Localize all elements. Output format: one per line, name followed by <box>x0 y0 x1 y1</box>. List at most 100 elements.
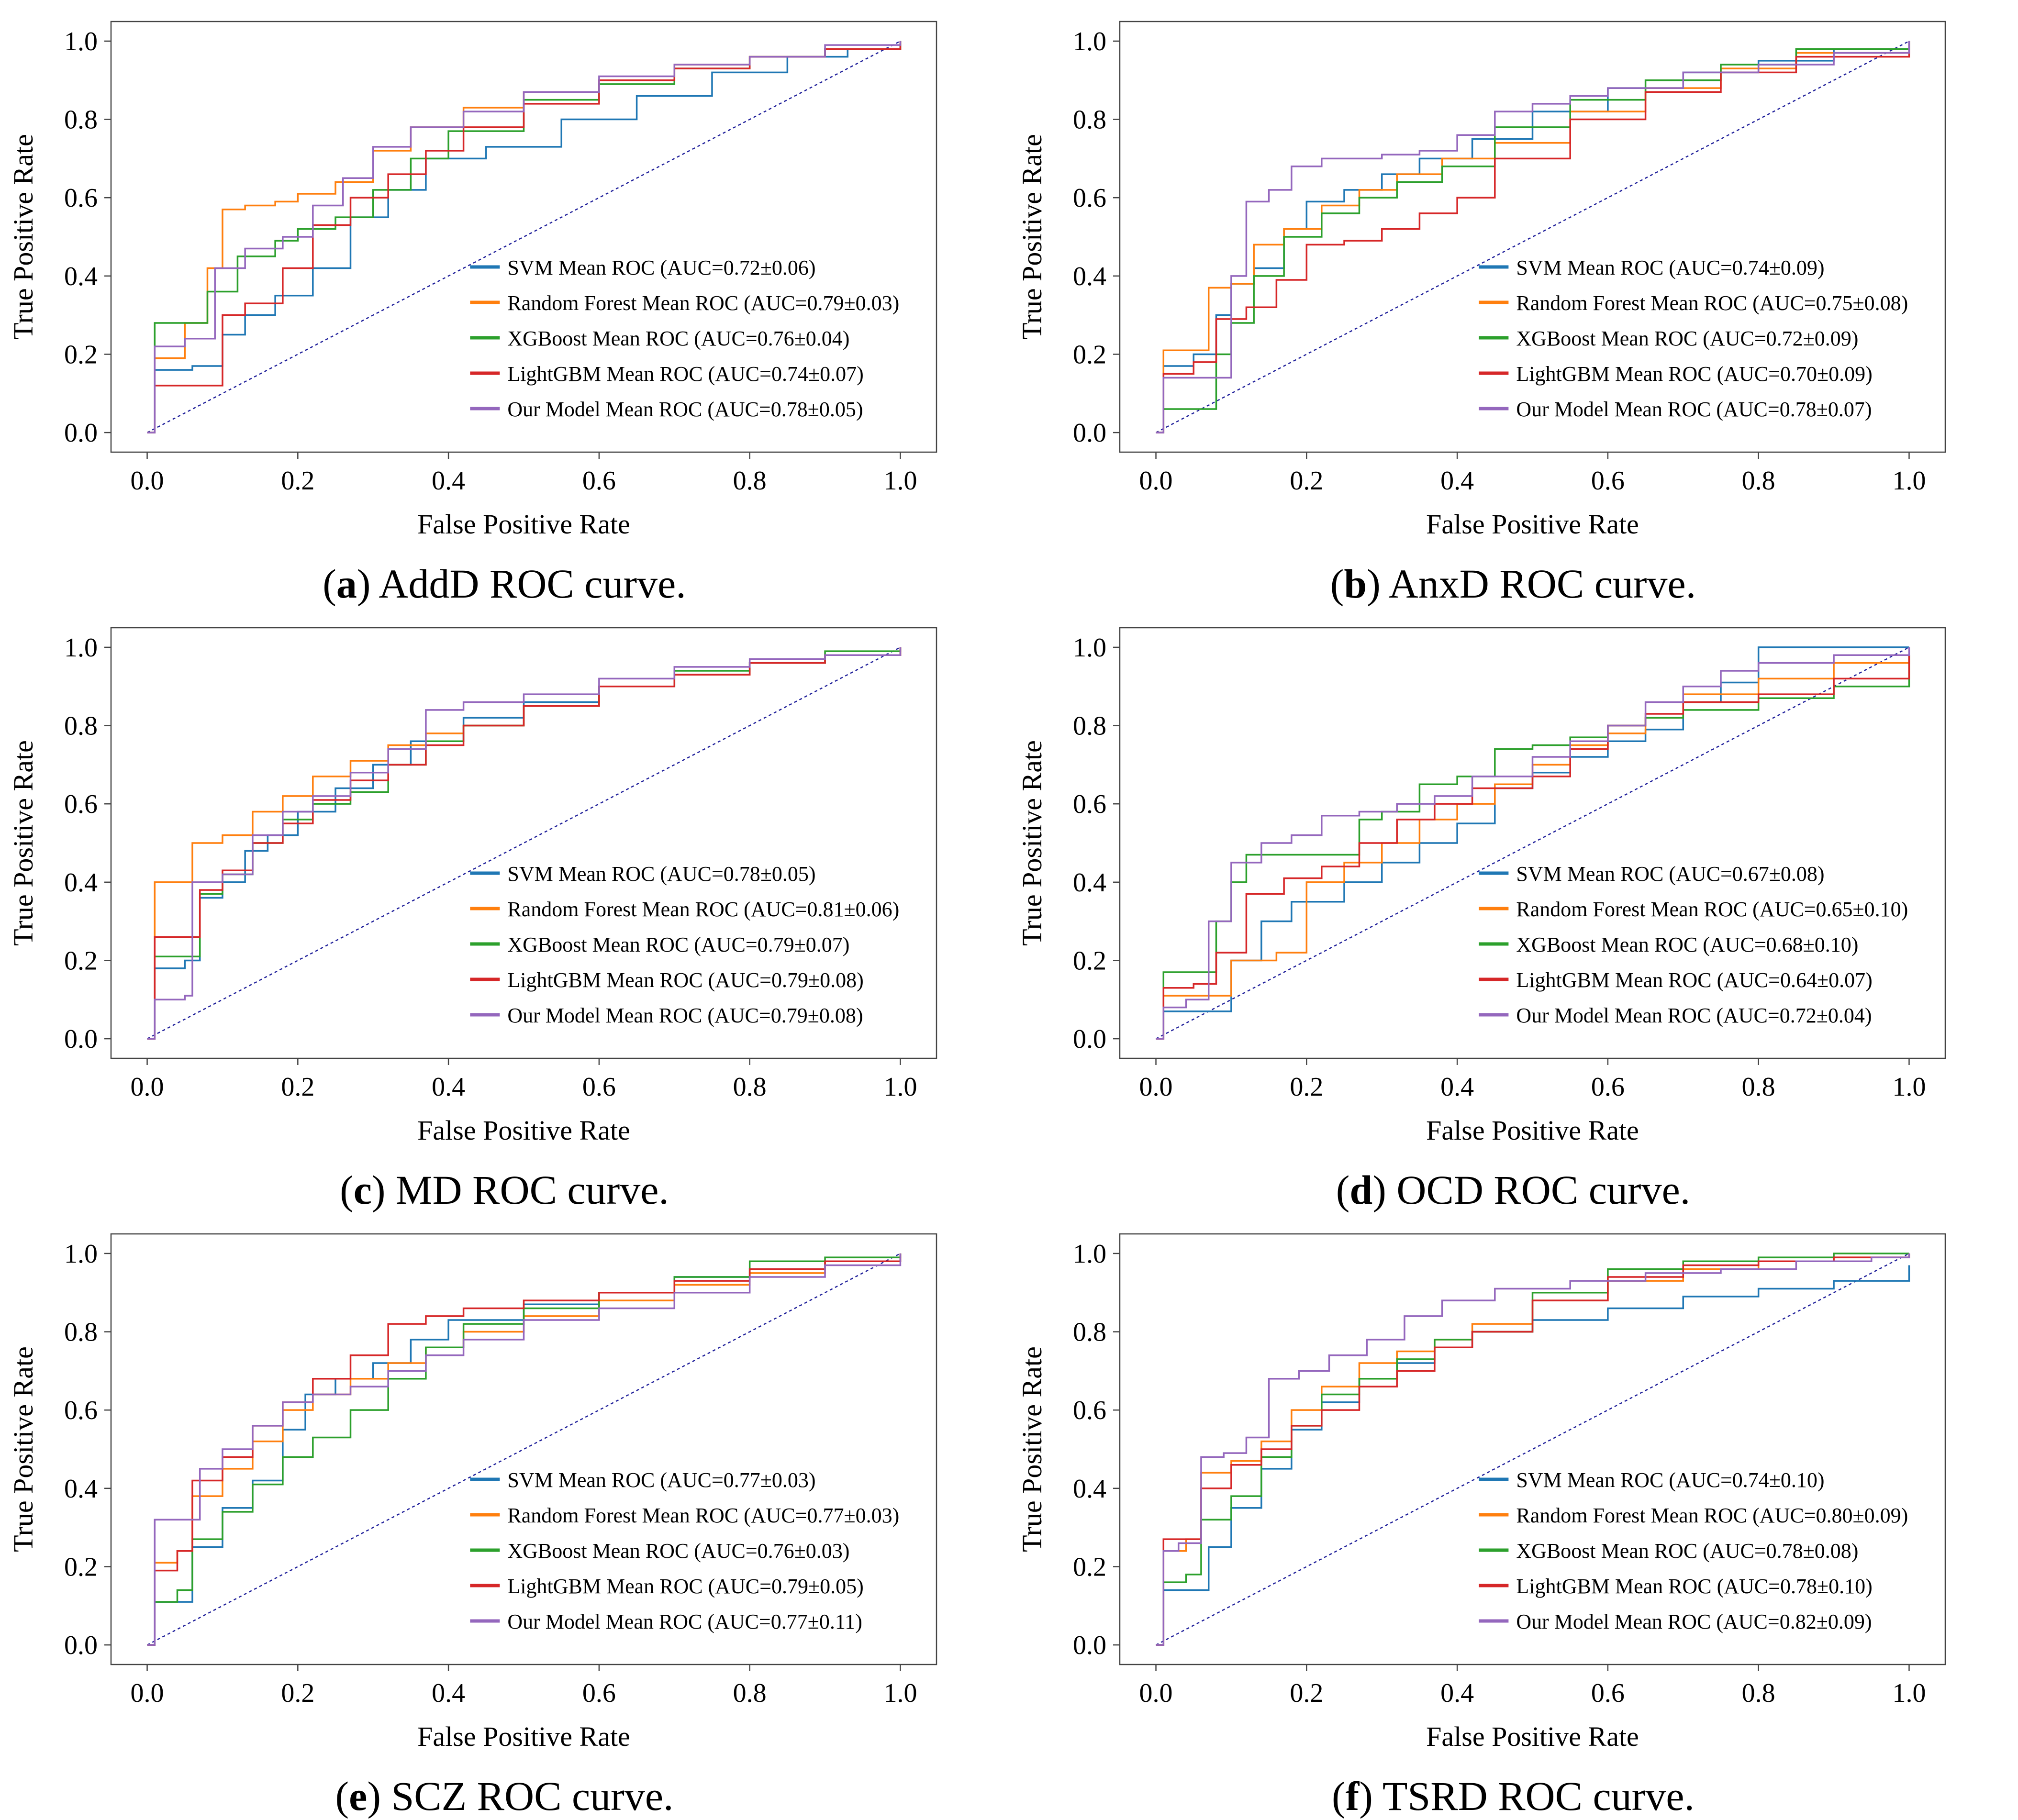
y-tick-label: 0.4 <box>64 262 98 291</box>
x-tick-label: 1.0 <box>883 466 917 496</box>
y-tick-label: 0.0 <box>64 1631 98 1660</box>
x-tick-label: 0.4 <box>432 1678 465 1708</box>
y-tick-label: 1.0 <box>64 633 98 663</box>
legend-label: XGBoost Mean ROC (AUC=0.76±0.04) <box>507 327 849 350</box>
caption-d: (d) OCD ROC curve. <box>1336 1167 1691 1213</box>
legend-label: Random Forest Mean ROC (AUC=0.80±0.09) <box>1516 1504 1908 1527</box>
x-tick-label: 0.0 <box>1139 466 1173 496</box>
series-line-lightgbm <box>147 1253 902 1646</box>
y-axis-label: True Positive Rate <box>8 740 39 946</box>
legend-label: XGBoost Mean ROC (AUC=0.76±0.03) <box>507 1539 849 1563</box>
series-line-our-model <box>1156 1253 1910 1646</box>
panel-b: 0.0 0.2 0.4 0.6 0.8 1.0 0.0 0.2 0.4 0.6 0.8 1.0 Fals… <box>1009 0 2018 607</box>
x-tick-label: 0.2 <box>1290 1072 1323 1102</box>
x-axis-label: False Positive Rate <box>1426 1115 1639 1146</box>
y-tick-label: 0.6 <box>1073 183 1106 213</box>
y-tick-label: 0.0 <box>64 1024 98 1054</box>
x-axis-label: False Positive Rate <box>1426 1721 1639 1752</box>
legend-label: SVM Mean ROC (AUC=0.72±0.06) <box>507 256 815 279</box>
plot-frame <box>110 627 937 1059</box>
x-tick-label: 0.6 <box>1591 1072 1625 1102</box>
plot-frame <box>110 21 937 453</box>
series-line-our-model <box>147 41 902 433</box>
series-line-our-model <box>1156 647 1910 1040</box>
plot-frame <box>1119 21 1946 453</box>
legend-label: XGBoost Mean ROC (AUC=0.68±0.10) <box>1516 933 1858 956</box>
caption-a: (a) AddD ROC curve. <box>323 561 686 607</box>
y-tick-label: 0.4 <box>64 1474 98 1504</box>
panel-f: 0.0 0.2 0.4 0.6 0.8 1.0 0.0 0.2 0.4 0.6 0.8 1.0 Fals… <box>1009 1212 2018 1819</box>
x-tick-label: 0.2 <box>1290 1678 1323 1708</box>
caption-e: (e) SCZ ROC curve. <box>335 1773 674 1819</box>
x-tick-label: 0.4 <box>432 466 465 496</box>
y-tick-label: 0.2 <box>1073 946 1106 976</box>
legend-label: Our Model Mean ROC (AUC=0.72±0.04) <box>1516 1004 1872 1027</box>
x-axis-label: False Positive Rate <box>417 509 630 540</box>
y-tick-label: 0.2 <box>1073 1552 1106 1582</box>
x-tick-label: 0.8 <box>1742 1072 1775 1102</box>
chart-b: 0.0 0.2 0.4 0.6 0.8 1.0 0.0 0.2 0.4 0.6 0.8 1.0 Fals… <box>1016 21 1946 540</box>
chance-line <box>1155 1253 1910 1646</box>
x-axis-label: False Positive Rate <box>417 1721 630 1752</box>
legend-label: LightGBM Mean ROC (AUC=0.78±0.10) <box>1516 1575 1872 1598</box>
panel-e: 0.0 0.2 0.4 0.6 0.8 1.0 0.0 0.2 0.4 0.6 0.8 1.0 Fals… <box>0 1212 1009 1819</box>
y-tick-label: 0.2 <box>64 946 98 976</box>
y-tick-label: 0.6 <box>1073 789 1106 819</box>
chart-a: 0.0 0.2 0.4 0.6 0.8 1.0 0.0 0.2 0.4 0.6 0.8 1.0 Fals… <box>8 21 937 540</box>
chance-line <box>1155 40 1910 433</box>
y-tick-label: 0.2 <box>64 340 98 369</box>
y-axis-label: True Positive Rate <box>1016 1346 1048 1552</box>
x-tick-label: 0.6 <box>1591 466 1625 496</box>
plot-frame <box>1119 1233 1946 1665</box>
y-axis-label: True Positive Rate <box>1016 740 1048 946</box>
legend-label: LightGBM Mean ROC (AUC=0.74±0.07) <box>507 362 863 386</box>
y-axis-label: True Positive Rate <box>8 134 39 340</box>
legend-label: Random Forest Mean ROC (AUC=0.79±0.03) <box>507 291 899 315</box>
y-tick-label: 0.0 <box>1073 418 1106 448</box>
x-tick-label: 0.4 <box>1440 1678 1474 1708</box>
x-axis-label: False Positive Rate <box>417 1115 630 1146</box>
y-tick-label: 1.0 <box>64 1239 98 1269</box>
series-line-our-model <box>147 1253 902 1646</box>
y-tick-label: 1.0 <box>1073 633 1106 663</box>
series-line-xgboost <box>147 1253 902 1646</box>
x-tick-label: 0.8 <box>1742 466 1775 496</box>
legend-label: SVM Mean ROC (AUC=0.74±0.10) <box>1516 1468 1824 1492</box>
x-tick-label: 0.4 <box>432 1072 465 1102</box>
y-tick-label: 0.4 <box>1073 262 1106 291</box>
chart-e: 0.0 0.2 0.4 0.6 0.8 1.0 0.0 0.2 0.4 0.6 0.8 1.0 Fals… <box>8 1233 937 1752</box>
x-tick-label: 0.0 <box>131 466 164 496</box>
y-tick-label: 0.4 <box>64 868 98 898</box>
y-tick-label: 1.0 <box>64 27 98 56</box>
x-tick-label: 1.0 <box>1892 1678 1926 1708</box>
series-line-lightgbm <box>1156 41 1910 433</box>
x-tick-label: 0.2 <box>281 1072 314 1102</box>
legend-label: Random Forest Mean ROC (AUC=0.65±0.10) <box>1516 898 1908 921</box>
x-tick-label: 0.2 <box>281 466 314 496</box>
series-line-our-model <box>147 647 902 1040</box>
x-tick-label: 0.6 <box>582 1072 616 1102</box>
x-tick-label: 0.4 <box>1440 1072 1474 1102</box>
series-line-random-forest <box>1156 41 1910 433</box>
legend-label: Random Forest Mean ROC (AUC=0.75±0.08) <box>1516 291 1908 315</box>
x-tick-label: 0.0 <box>1139 1072 1173 1102</box>
legend-label: Our Model Mean ROC (AUC=0.77±0.11) <box>507 1610 862 1633</box>
y-tick-label: 1.0 <box>1073 1239 1106 1269</box>
series-line-lightgbm <box>147 41 902 433</box>
x-tick-label: 0.0 <box>1139 1678 1173 1708</box>
x-tick-label: 0.2 <box>281 1678 314 1708</box>
legend-label: SVM Mean ROC (AUC=0.78±0.05) <box>507 862 815 886</box>
legend-label: LightGBM Mean ROC (AUC=0.64±0.07) <box>1516 968 1872 992</box>
legend-label: SVM Mean ROC (AUC=0.67±0.08) <box>1516 862 1824 886</box>
x-tick-label: 0.8 <box>1742 1678 1775 1708</box>
y-tick-label: 0.8 <box>1073 1318 1106 1347</box>
y-tick-label: 0.8 <box>64 711 98 741</box>
series-line-xgboost <box>1156 41 1910 433</box>
y-tick-label: 0.4 <box>1073 1474 1106 1504</box>
chance-line <box>1155 646 1910 1040</box>
caption-b: (b) AnxD ROC curve. <box>1330 561 1696 607</box>
series-line-our-model <box>1156 41 1910 433</box>
x-tick-label: 1.0 <box>883 1678 917 1708</box>
x-tick-label: 1.0 <box>1892 1072 1926 1102</box>
series-line-random-forest <box>1156 655 1910 1040</box>
